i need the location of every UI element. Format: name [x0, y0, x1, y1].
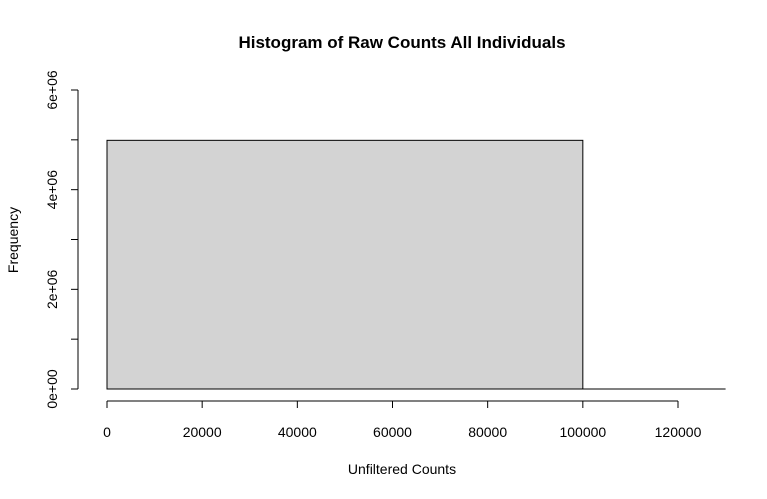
- y-axis: 0e+00 2e+06 4e+06 6e+06: [44, 70, 79, 409]
- y-tick-label: 0e+00: [44, 369, 60, 409]
- x-tick-label: 100000: [559, 424, 606, 440]
- y-axis-label: Frequency: [5, 207, 21, 273]
- x-tick-label: 120000: [655, 424, 702, 440]
- x-tick-label: 20000: [183, 424, 222, 440]
- y-tick-label: 4e+06: [44, 170, 60, 210]
- y-tick-label: 2e+06: [44, 269, 60, 309]
- x-axis-label: Unfiltered Counts: [348, 461, 456, 477]
- x-tick-label: 40000: [278, 424, 317, 440]
- bars-group: [106, 139, 726, 390]
- x-axis: 0 20000 40000 60000 80000 100000 120000: [103, 400, 702, 440]
- x-tick-label: 0: [103, 424, 111, 440]
- x-tick-label: 60000: [373, 424, 412, 440]
- histogram-bar-0: [106, 139, 584, 390]
- x-tick-label: 80000: [468, 424, 507, 440]
- chart-title: Histogram of Raw Counts All Individuals: [238, 33, 565, 52]
- y-tick-label: 6e+06: [44, 70, 60, 110]
